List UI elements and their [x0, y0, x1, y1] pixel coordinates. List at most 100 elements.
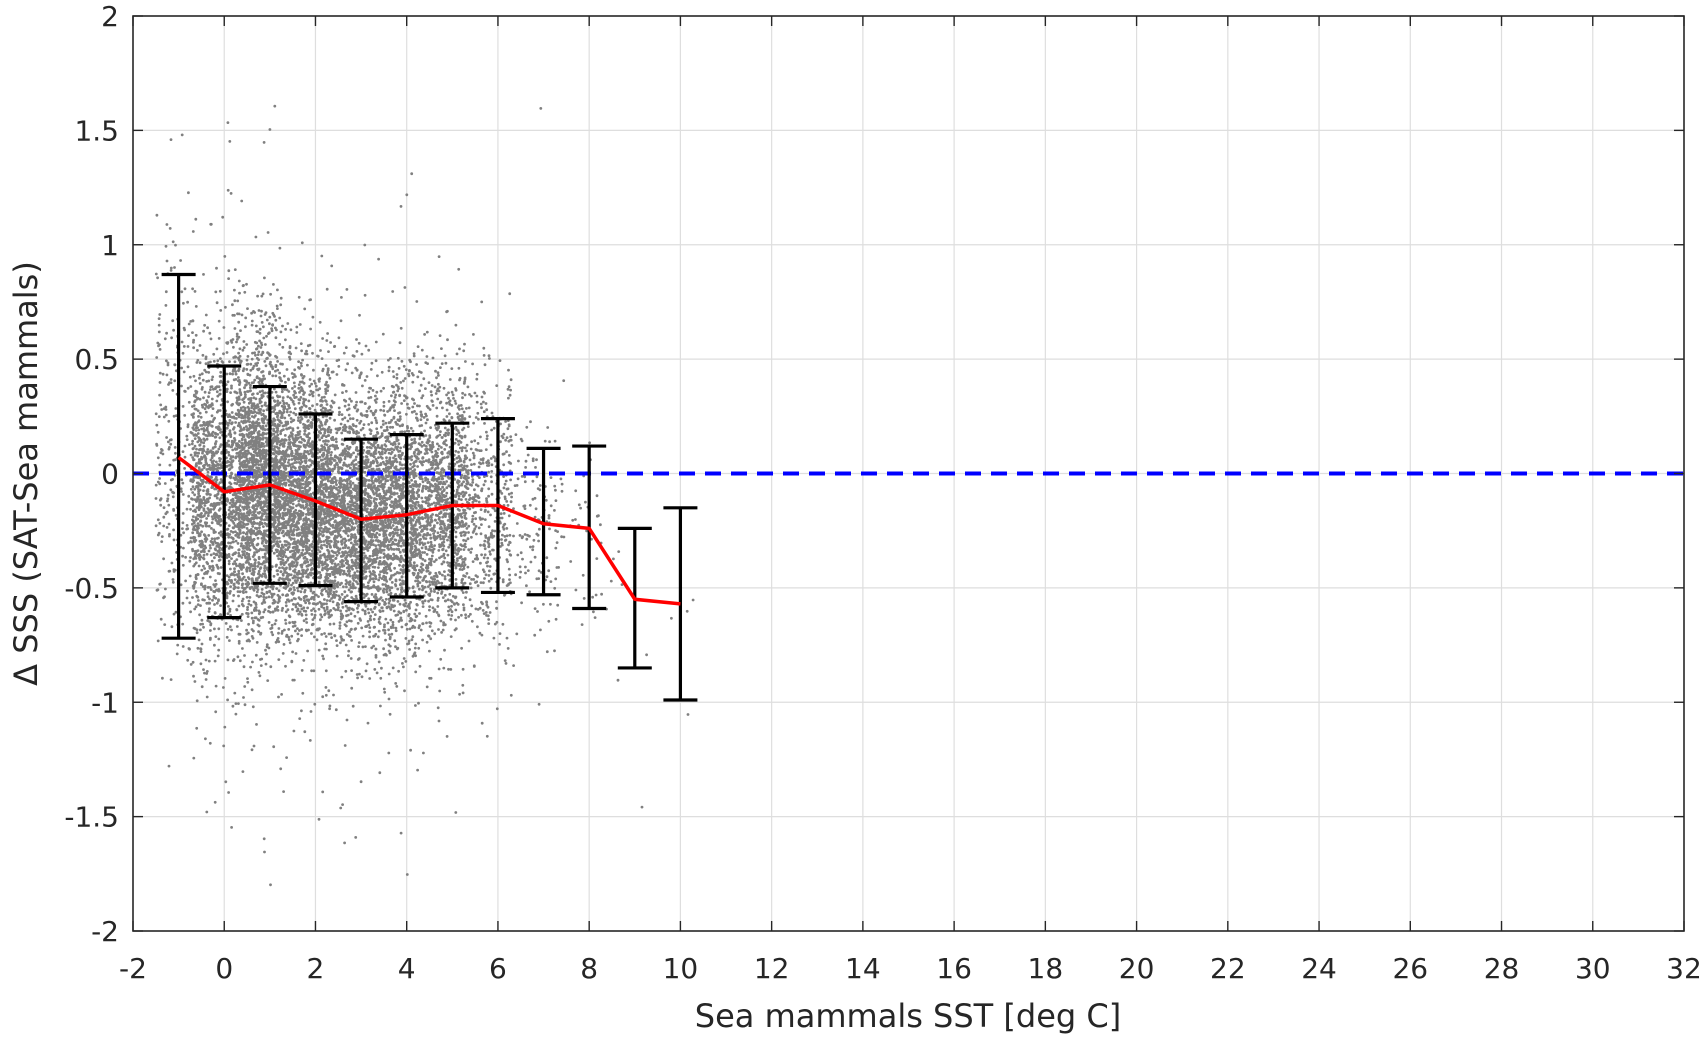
scatter-point — [234, 496, 238, 499]
scatter-point — [250, 616, 254, 620]
scatter-point — [237, 548, 241, 552]
scatter-point — [195, 631, 199, 635]
scatter-point — [256, 330, 260, 333]
scatter-point — [191, 485, 195, 489]
scatter-point — [244, 379, 248, 383]
scatter-point — [215, 399, 219, 403]
scatter-point — [231, 313, 235, 317]
scatter-point — [274, 354, 277, 358]
scatter-point — [234, 447, 238, 451]
scatter-point — [198, 502, 202, 506]
scatter-point — [214, 684, 218, 688]
scatter-point — [172, 328, 176, 332]
scatter-point — [277, 495, 280, 499]
scatter-point — [154, 483, 158, 487]
scatter-point — [278, 476, 281, 480]
scatter-point — [245, 282, 248, 286]
scatter-point — [211, 430, 215, 434]
scatter-point — [253, 482, 257, 485]
scatter-point — [240, 455, 244, 459]
scatter-point — [190, 431, 194, 435]
scatter-point — [276, 593, 280, 597]
scatter-point — [205, 399, 209, 402]
scatter-point — [214, 386, 218, 389]
scatter-point — [237, 639, 241, 643]
scatter-point — [280, 379, 283, 383]
scatter-point — [263, 313, 267, 316]
scatter-point — [252, 545, 256, 549]
scatter-point — [237, 512, 241, 515]
scatter-point — [239, 361, 242, 365]
scatter-point — [199, 628, 202, 632]
scatter-point — [309, 327, 312, 331]
scatter-point — [269, 292, 272, 296]
scatter-point — [245, 547, 249, 551]
scatter-point — [230, 557, 233, 560]
scatter-point — [286, 322, 290, 325]
scatter-point — [208, 638, 212, 641]
scatter-point — [186, 300, 190, 304]
scatter-point — [281, 324, 284, 328]
scatter-point — [255, 507, 258, 511]
scatter-point — [274, 489, 278, 493]
scatter-point — [299, 396, 303, 399]
scatter-point — [319, 618, 322, 622]
scatter-point — [309, 298, 312, 301]
scatter-point — [263, 552, 267, 556]
scatter-point — [200, 685, 204, 689]
scatter-point — [287, 435, 291, 439]
scatter-point — [237, 551, 241, 555]
scatter-point — [202, 445, 206, 448]
scatter-point — [218, 375, 222, 378]
scatter-point — [238, 632, 242, 636]
scatter-point — [233, 288, 236, 292]
scatter-point — [256, 501, 260, 505]
scatter-point — [255, 375, 259, 379]
scatter-point — [262, 432, 266, 436]
scatter-point — [225, 461, 229, 464]
scatter-point — [293, 620, 297, 624]
scatter-point — [171, 495, 175, 499]
scatter-point — [188, 601, 192, 605]
scatter-point — [216, 501, 220, 505]
scatter-point — [218, 436, 222, 440]
scatter-point — [232, 378, 236, 382]
scatter-point — [210, 378, 214, 381]
scatter-point — [198, 361, 202, 365]
scatter-point — [279, 442, 283, 446]
scatter-point — [236, 586, 240, 590]
scatter-point — [245, 368, 249, 371]
scatter-point — [217, 545, 221, 549]
scatter-point — [279, 767, 283, 771]
scatter-point — [174, 243, 177, 247]
scatter-point — [256, 543, 260, 546]
scatter-point — [241, 479, 245, 483]
scatter-point — [290, 634, 294, 638]
scatter-point — [256, 418, 260, 421]
scatter-point — [246, 677, 249, 680]
scatter-point — [275, 442, 279, 446]
scatter-point — [205, 524, 209, 528]
scatter-point — [231, 369, 235, 373]
scatter-point — [278, 371, 281, 375]
scatter-point — [271, 423, 275, 427]
scatter-point — [194, 389, 198, 393]
scatter-point — [197, 508, 201, 512]
scatter-point — [274, 374, 278, 378]
scatter-point — [264, 648, 267, 652]
scatter-point — [193, 437, 197, 440]
scatter-point — [273, 104, 277, 108]
scatter-point — [182, 531, 186, 535]
scatter-point — [165, 436, 169, 439]
scatter-point — [242, 433, 246, 437]
scatter-point — [202, 625, 205, 629]
scatter-point — [247, 622, 251, 626]
scatter-point — [264, 461, 268, 465]
scatter-point — [188, 375, 192, 379]
scatter-point — [244, 536, 248, 540]
scatter-point — [245, 639, 249, 643]
scatter-point — [213, 643, 216, 647]
scatter-point — [306, 606, 309, 610]
scatter-point — [262, 409, 266, 413]
scatter-point — [208, 620, 212, 623]
